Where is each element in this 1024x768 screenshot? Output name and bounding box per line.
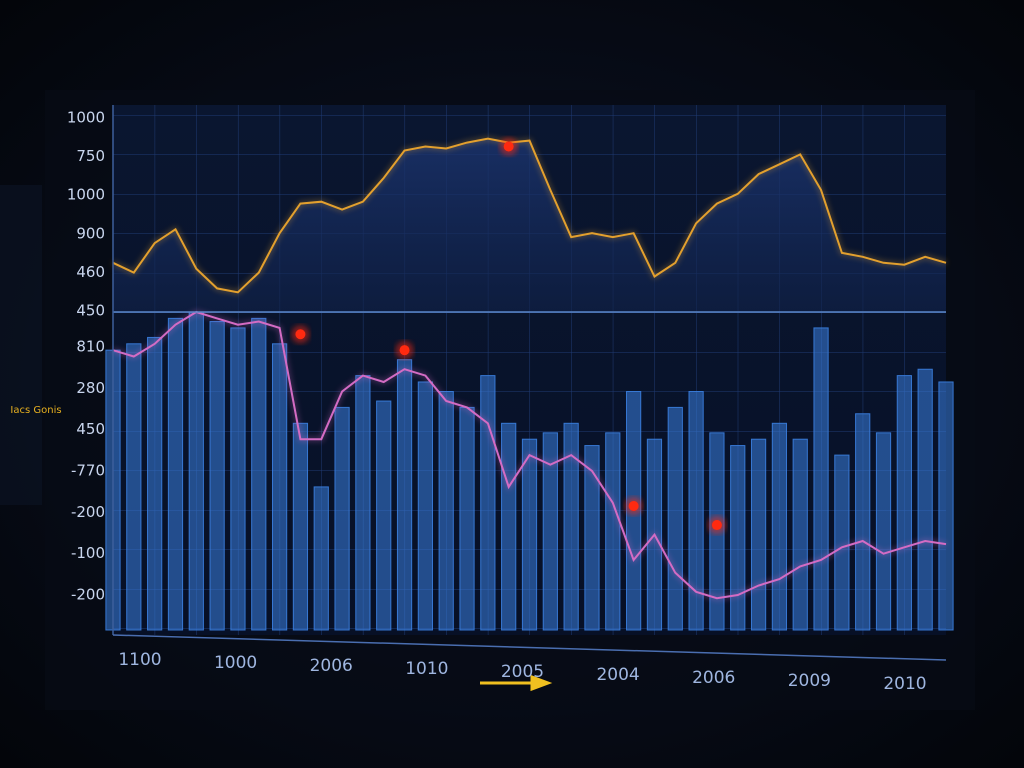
marker	[503, 141, 514, 152]
y-tick-label: -200	[71, 586, 105, 604]
x-tick-label: 2006	[692, 668, 735, 688]
x-tick-label: 1000	[214, 653, 257, 673]
y-tick-label: 450	[76, 302, 105, 320]
x-tick-label: 2010	[883, 674, 926, 694]
bar	[501, 422, 517, 631]
bar	[376, 400, 392, 631]
bar	[563, 422, 579, 631]
bar	[875, 432, 892, 631]
bar	[896, 375, 912, 631]
bar	[771, 422, 788, 631]
bar	[521, 438, 538, 631]
x-tick-label: 1100	[118, 650, 161, 670]
y-tick-label: 810	[76, 338, 105, 356]
bar	[396, 359, 413, 631]
bar	[688, 391, 704, 631]
plot-layer	[105, 136, 954, 631]
y-tick-label: 280	[76, 379, 105, 397]
bar	[230, 327, 246, 631]
x-axis	[112, 634, 947, 661]
y-tick-label: -200	[71, 503, 105, 521]
x-tick-label: 2005	[501, 662, 544, 682]
y-tick-label: 1000	[67, 109, 105, 127]
bar	[251, 317, 267, 631]
marker	[399, 345, 410, 356]
marker	[711, 520, 722, 531]
marker	[295, 329, 306, 340]
bar	[917, 368, 933, 631]
bar	[605, 432, 621, 631]
side-panel	[0, 185, 42, 505]
bar	[167, 317, 184, 631]
bar	[271, 343, 288, 631]
bar	[188, 311, 204, 631]
line	[112, 137, 947, 294]
y-tick-label: 460	[76, 263, 105, 281]
bar	[813, 327, 829, 631]
x-tick-label: 1010	[405, 659, 448, 679]
y-tick-label: 900	[76, 224, 105, 242]
y-tick-label: -100	[71, 544, 105, 562]
x-tick-label: 2006	[310, 656, 353, 676]
marker	[628, 500, 639, 511]
bar	[584, 445, 600, 631]
x-tick-label: 2004	[596, 665, 639, 685]
bar	[126, 343, 142, 631]
y-tick-label: -770	[71, 462, 105, 480]
bar	[667, 406, 683, 631]
y-tick-label: 1000	[67, 186, 105, 204]
bar	[292, 422, 309, 631]
bar	[355, 375, 371, 631]
bar	[334, 406, 350, 631]
bar	[834, 454, 850, 631]
line	[112, 310, 947, 600]
bar	[730, 445, 746, 631]
bar	[480, 375, 496, 631]
x-tick-label: 2009	[788, 671, 831, 691]
bar	[417, 381, 433, 631]
y-tick-label: 750	[76, 147, 105, 165]
bar	[459, 406, 475, 631]
bar	[938, 381, 954, 631]
bar	[792, 438, 808, 631]
bar	[542, 432, 558, 631]
bar	[855, 413, 871, 631]
line-area	[113, 138, 946, 312]
bar	[147, 336, 163, 631]
arrow	[480, 674, 553, 692]
side-label: Iacs Gonis	[10, 405, 61, 416]
bar	[209, 321, 225, 631]
bar	[750, 438, 767, 631]
y-tick-label: 450	[76, 420, 105, 438]
bar	[438, 391, 454, 631]
bar	[313, 486, 329, 631]
